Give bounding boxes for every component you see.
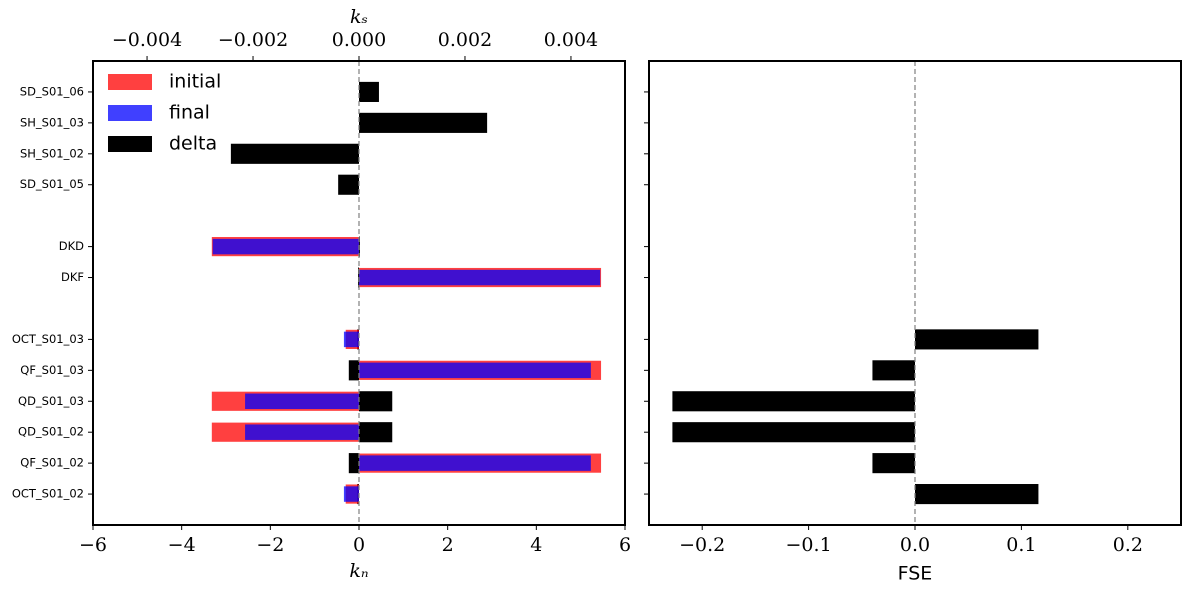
y-tick-label: QD_S01_03 xyxy=(18,394,84,408)
bar xyxy=(359,422,393,443)
x2-axis-label: kₛ xyxy=(350,6,368,28)
y-tick-label: OCT_S01_02 xyxy=(12,487,84,501)
y-tick-label: OCT_S01_03 xyxy=(12,332,84,346)
bar xyxy=(915,329,1039,350)
bar xyxy=(359,112,488,133)
y-tick-label: SH_S01_02 xyxy=(20,146,84,160)
x-axis-label: FSE xyxy=(898,563,933,585)
legend-label: delta xyxy=(169,133,217,155)
bar xyxy=(230,143,359,164)
x2-tick-label: −0.004 xyxy=(112,29,182,51)
x-tick-label: 0 xyxy=(353,534,365,556)
bar xyxy=(359,269,601,286)
x-tick-label: 0.2 xyxy=(1113,534,1143,556)
y-tick-label: DKD xyxy=(59,239,84,253)
legend-swatch xyxy=(108,136,152,152)
x-tick-label: 6 xyxy=(619,534,631,556)
bar xyxy=(359,455,591,471)
legend-label: initial xyxy=(169,71,221,93)
x-tick-label: −4 xyxy=(168,534,196,556)
bar xyxy=(359,391,393,412)
x-tick-label: −0.2 xyxy=(679,534,725,556)
y-tick-label: SD_S01_05 xyxy=(20,177,84,191)
y-tick-label: QD_S01_02 xyxy=(18,425,84,439)
bar xyxy=(359,81,379,102)
bar xyxy=(338,174,359,195)
bar xyxy=(212,238,359,255)
bar xyxy=(348,360,359,381)
bar xyxy=(672,422,915,443)
x-tick-label: 2 xyxy=(442,534,454,556)
y-tick-label: QF_S01_03 xyxy=(20,363,84,377)
bar xyxy=(343,486,359,502)
bar xyxy=(872,453,915,474)
legend-swatch xyxy=(108,74,152,90)
y-tick-label: SD_S01_06 xyxy=(20,84,84,98)
x-tick-label: 0.1 xyxy=(1006,534,1036,556)
bar xyxy=(872,360,915,381)
x2-tick-label: 0.004 xyxy=(544,29,598,51)
legend-label: final xyxy=(169,102,210,124)
bar xyxy=(359,362,591,379)
bar xyxy=(245,393,359,409)
x2-tick-label: 0.000 xyxy=(332,29,386,51)
bar xyxy=(915,484,1039,505)
y-tick-label: DKF xyxy=(61,270,84,284)
x-axis-label: kₙ xyxy=(349,560,368,582)
bar xyxy=(348,453,359,474)
x2-tick-label: 0.002 xyxy=(438,29,492,51)
x-tick-label: −6 xyxy=(79,534,107,556)
bar xyxy=(343,331,359,348)
x-tick-label: 0.0 xyxy=(900,534,930,556)
y-tick-label: SH_S01_03 xyxy=(20,115,84,129)
x-tick-label: −2 xyxy=(256,534,284,556)
x-tick-label: 4 xyxy=(530,534,542,556)
bar xyxy=(245,424,359,440)
x-tick-label: −0.1 xyxy=(786,534,832,556)
y-tick-label: QF_S01_02 xyxy=(20,456,84,470)
bar xyxy=(672,391,915,412)
legend-swatch xyxy=(108,105,152,121)
x2-tick-label: −0.002 xyxy=(218,29,288,51)
